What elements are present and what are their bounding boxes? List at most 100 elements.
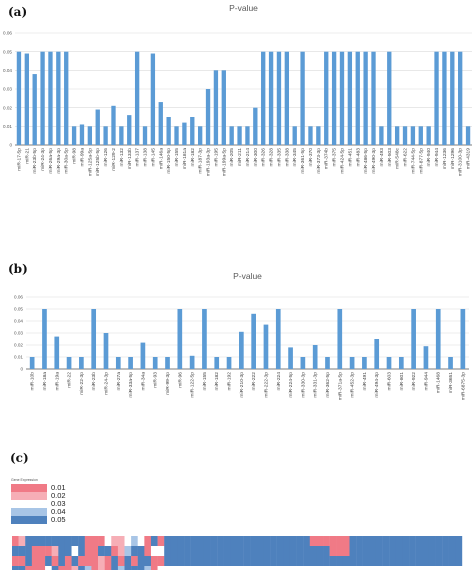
heatmap-cell	[12, 556, 19, 566]
heatmap-cell	[98, 546, 105, 556]
heatmap-cell	[170, 556, 178, 566]
bar	[24, 53, 29, 145]
heatmap-cell	[131, 536, 138, 546]
x-tick-label: miR-99-3p	[165, 372, 171, 395]
x-tick-label: miR-6875-3p	[460, 372, 466, 401]
bar	[229, 126, 234, 145]
bar	[64, 51, 69, 145]
heatmap-cell	[256, 556, 264, 566]
x-tick-label: miR-122-5p	[190, 372, 196, 398]
legend-swatch	[11, 492, 47, 500]
heatmap-cell	[51, 566, 59, 570]
x-tick-label: miR-10b	[30, 372, 36, 391]
heatmap-cell	[177, 546, 185, 556]
heatmap-cell	[415, 546, 423, 556]
heatmap-cell	[31, 566, 39, 570]
x-tick-label: miR-18a	[42, 372, 48, 391]
heatmap-cell	[270, 556, 277, 566]
heatmap-cell	[289, 536, 297, 546]
x-tick-label: miR-3651	[448, 372, 454, 393]
chart-b: P-value 0.06 0.05 0.04 0.03 0.02 0.01 0 miR-10b m…	[14, 271, 469, 401]
x-tick-label: miR-1468	[436, 372, 442, 393]
x-tick-label: miR-374b	[324, 148, 330, 169]
heatmap-cell	[243, 546, 251, 556]
heatmap-cell	[349, 556, 357, 566]
bar	[226, 357, 232, 369]
legend-swatch	[11, 500, 47, 508]
heatmap-cell	[38, 546, 46, 556]
heatmap-cell	[137, 536, 145, 546]
heatmap-cell	[150, 556, 158, 566]
bar	[158, 102, 163, 145]
x-tick-label: miR-98	[72, 148, 78, 164]
x-tick-label: miR-335	[276, 148, 282, 167]
bar	[374, 339, 380, 369]
heatmap-cell	[25, 546, 33, 556]
heatmap-cell	[111, 536, 119, 546]
heatmap-cell	[58, 556, 66, 566]
heatmap-cell	[442, 556, 449, 566]
heatmap-cell	[78, 556, 85, 566]
heatmap-cell	[342, 556, 350, 566]
heatmap-cell	[237, 556, 244, 566]
heatmap-cell	[197, 556, 205, 566]
heatmap-cell	[117, 556, 125, 566]
x-tick-label: miR-29a-3p	[56, 148, 62, 174]
heatmap-cell	[31, 556, 39, 566]
panel-label-c: (c)	[10, 451, 29, 465]
heatmap-cell	[150, 566, 158, 570]
bar	[128, 357, 133, 369]
heatmap-cell	[250, 546, 258, 556]
x-tick-label: miR-129-2	[111, 148, 117, 171]
heatmap-cell	[51, 536, 59, 546]
x-tick-label: miR-362-5p	[325, 372, 331, 398]
heatmap-cell	[316, 556, 324, 566]
x-tick-label: miR-326	[261, 148, 267, 167]
heatmap-cell	[184, 536, 191, 546]
heatmap-cell	[84, 566, 92, 570]
y-tick-label: 0.03	[14, 331, 23, 336]
heatmap-cell	[223, 546, 231, 556]
bar	[134, 51, 140, 145]
bar	[398, 357, 404, 369]
chart-title: P-value	[229, 3, 258, 13]
bar	[16, 51, 22, 145]
heatmap-legend: Gene Expression 0.01 0.02 0.03 0.04 0.05	[11, 478, 91, 524]
bar	[284, 51, 290, 145]
heatmap-cell	[356, 546, 363, 556]
x-tick-label: miR-23b	[91, 372, 97, 391]
bar	[312, 345, 318, 369]
heatmap-cell	[316, 546, 324, 556]
heatmap-cell	[124, 566, 132, 570]
heatmap-cell	[435, 536, 443, 546]
bar	[87, 126, 93, 145]
heatmap-cell	[362, 546, 370, 556]
heatmap-cell	[263, 556, 271, 566]
heatmap-cell	[409, 556, 416, 566]
bar	[275, 309, 281, 369]
heatmap-cell	[64, 536, 72, 546]
heatmap-cell	[71, 536, 79, 546]
heatmap-cell	[342, 536, 350, 546]
heatmap-cell	[164, 536, 172, 546]
x-tick-label: miR-1296	[450, 148, 456, 169]
heatmap-cell	[283, 536, 291, 546]
x-tick-label: miR-199a-5p	[221, 148, 227, 177]
x-tick-label: miR-452-3p	[350, 372, 356, 398]
bar	[371, 51, 376, 145]
heatmap-cell	[157, 566, 165, 570]
y-tick-label: 0.04	[3, 68, 12, 73]
heatmap-cell	[303, 546, 310, 556]
heatmap-cell	[356, 536, 363, 546]
x-tick-label: miR-503	[387, 148, 393, 167]
heatmap-cell	[84, 546, 92, 556]
heatmap-cell	[289, 546, 297, 556]
heatmap-cell	[428, 556, 436, 566]
heatmap-cell	[296, 536, 304, 546]
heatmap-cell	[164, 556, 172, 566]
heatmap-cell	[309, 546, 317, 556]
heatmap-cell	[283, 546, 291, 556]
y-tick-label: 0.02	[3, 105, 12, 110]
x-tick-label: miR-328	[269, 148, 275, 167]
heatmap-cell	[435, 556, 443, 566]
